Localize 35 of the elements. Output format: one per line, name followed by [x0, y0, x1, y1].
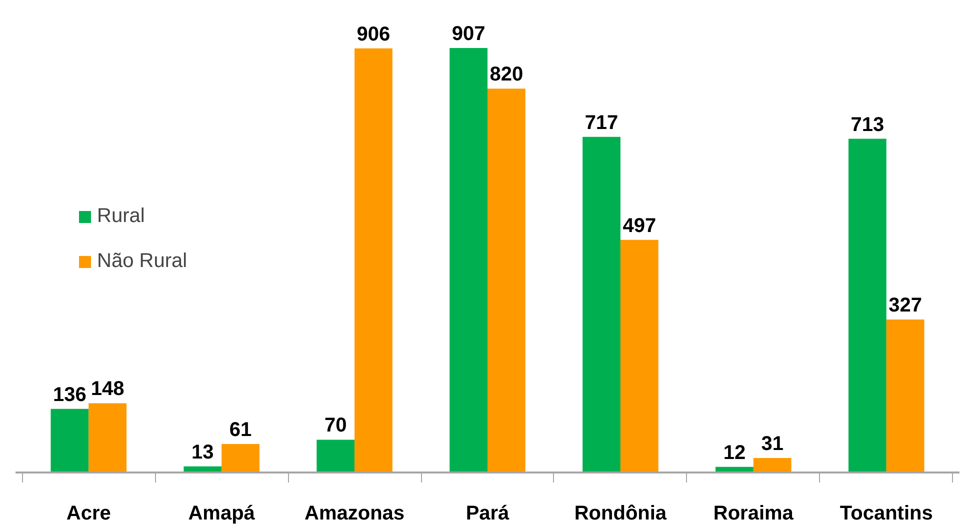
bar	[450, 48, 488, 472]
data-label: 13	[192, 441, 214, 464]
data-label: 136	[52, 384, 86, 406]
data-label: 906	[356, 23, 390, 46]
x-tick-label: Acre	[66, 502, 111, 524]
bar	[753, 458, 792, 472]
data-label: 70	[324, 414, 347, 437]
bar	[88, 403, 127, 472]
bar	[50, 408, 89, 472]
data-label: 327	[888, 294, 922, 316]
data-label: 31	[761, 432, 784, 455]
x-tick-label: Rondônia	[574, 502, 668, 524]
x-tick-label: Pará	[466, 502, 510, 524]
x-tick-label: Tocantins	[840, 502, 933, 524]
data-label: 713	[850, 114, 884, 136]
bar	[488, 88, 526, 472]
legend-label: Não Rural	[97, 250, 188, 272]
bar	[848, 138, 886, 472]
bar	[222, 444, 260, 472]
bar	[316, 440, 355, 472]
x-tick-label: Amapá	[188, 502, 256, 524]
bar	[620, 240, 658, 472]
data-label: 717	[584, 112, 618, 134]
x-tick-label: Amazonas	[304, 502, 405, 524]
data-label: 61	[229, 418, 252, 441]
bar	[354, 48, 392, 472]
data-label: 907	[452, 22, 486, 45]
bar	[582, 136, 620, 472]
data-label: 497	[622, 214, 656, 237]
data-label: 12	[723, 442, 746, 464]
bar	[886, 319, 924, 472]
legend-label: Rural	[97, 204, 145, 228]
x-tick-label: Roraima	[713, 502, 794, 524]
data-label: 820	[490, 64, 524, 86]
data-label: 148	[90, 378, 124, 400]
